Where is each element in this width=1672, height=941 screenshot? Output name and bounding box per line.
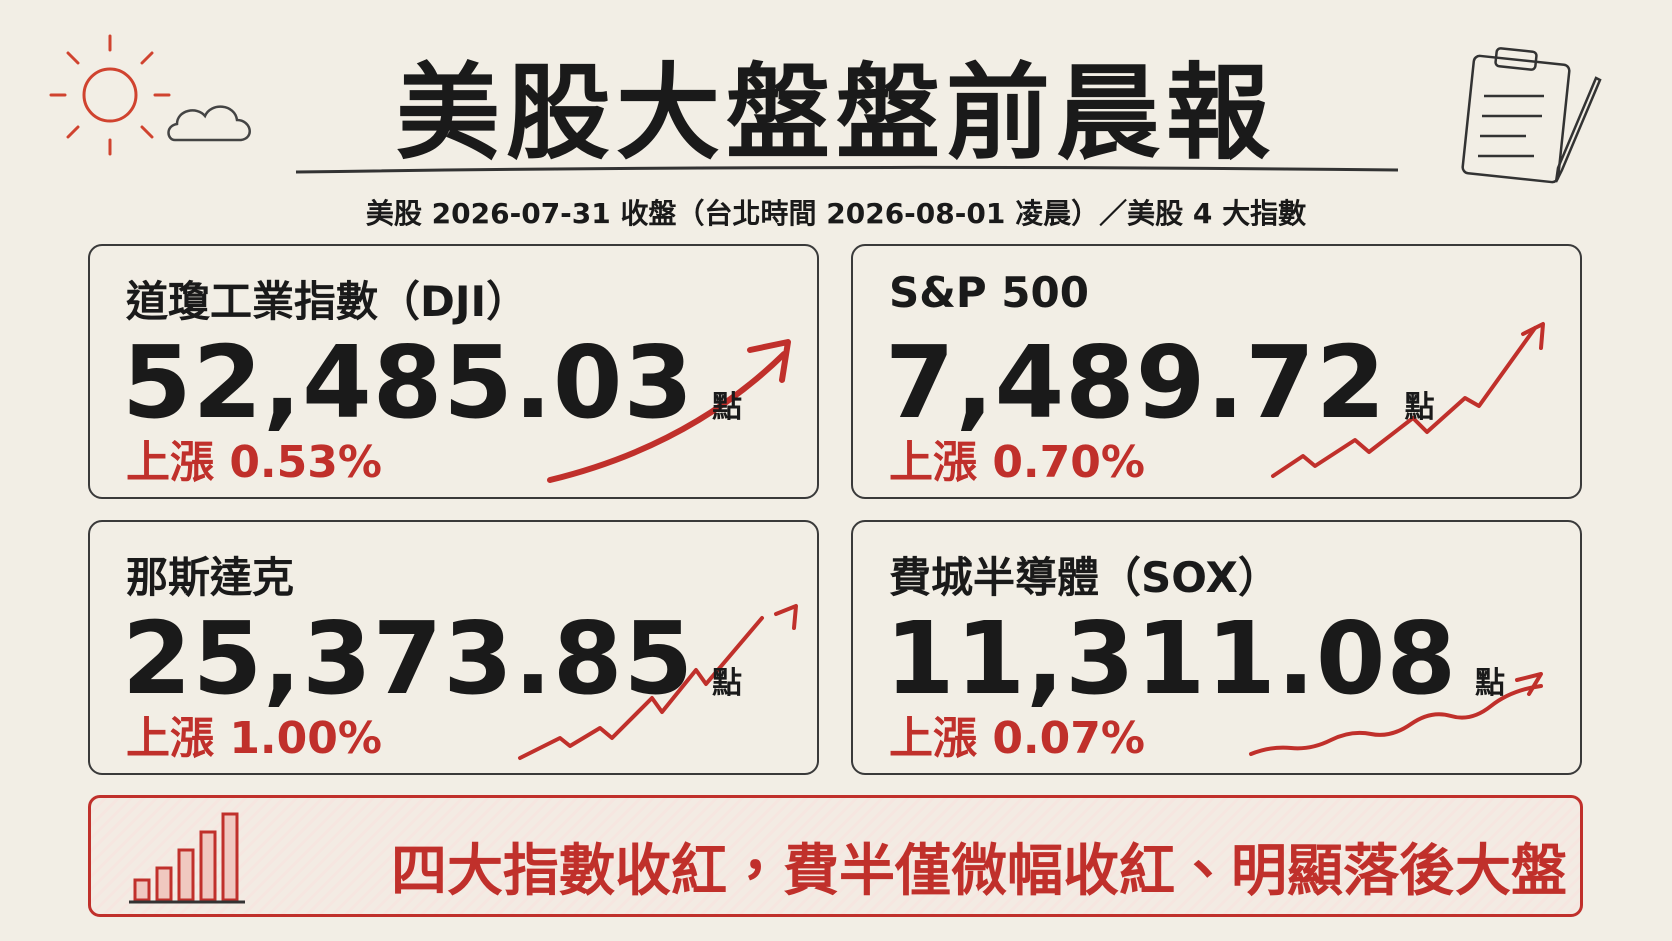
title-underline	[295, 165, 1399, 174]
index-card: S&P 500 7,489.72 點 上漲 0.70%	[851, 244, 1582, 499]
trend-arrow	[518, 604, 798, 760]
cloud-icon	[167, 105, 251, 142]
trend-arrow	[1249, 672, 1543, 756]
index-value: 7,489.72 點	[885, 324, 1435, 441]
value-number: 11,311.08	[885, 600, 1458, 717]
value-unit: 點	[712, 666, 744, 701]
index-card: 那斯達克 25,373.85 點 上漲 1.00%	[88, 520, 819, 775]
index-name: 那斯達克	[126, 553, 295, 602]
index-name: S&P 500	[889, 268, 1089, 317]
summary-box: 四大指數收紅，費半僅微幅收紅、明顯落後大盤	[88, 795, 1583, 917]
index-name: 費城半導體（SOX）	[889, 553, 1280, 602]
value-unit: 點	[1475, 666, 1507, 701]
value-number: 25,373.85	[122, 600, 695, 717]
value-number: 7,489.72	[885, 324, 1387, 441]
bar-icon	[129, 812, 245, 904]
index-card: 道瓊工業指數（DJI） 52,485.03 點 上漲 0.53%	[88, 244, 819, 499]
subtitle: 美股 2026-07-31 收盤（台北時間 2026-08-01 凌晨）／美股 …	[365, 197, 1307, 230]
index-name: 道瓊工業指數（DJI）	[126, 277, 529, 326]
index-value: 11,311.08 點	[885, 600, 1506, 717]
index-change: 上漲 0.70%	[889, 437, 1145, 488]
trend-arrow	[1271, 322, 1545, 478]
index-value: 25,373.85 點	[122, 600, 743, 717]
index-value: 52,485.03 點	[122, 324, 743, 441]
clipboard-icon	[1461, 47, 1602, 184]
trend-arrow	[547, 339, 791, 483]
value-unit: 點	[712, 390, 744, 425]
title: 美股大盤盤前晨報	[395, 52, 1276, 174]
value-unit: 點	[1404, 390, 1436, 425]
index-change: 上漲 0.07%	[889, 713, 1145, 764]
index-change: 上漲 0.53%	[126, 437, 382, 488]
value-number: 52,485.03	[122, 324, 695, 441]
index-change: 上漲 1.00%	[126, 713, 382, 764]
sun-icon	[49, 34, 171, 156]
summary-text: 四大指數收紅，費半僅微幅收紅、明顯落後大盤	[391, 839, 1567, 904]
index-card: 費城半導體（SOX） 11,311.08 點 上漲 0.07%	[851, 520, 1582, 775]
